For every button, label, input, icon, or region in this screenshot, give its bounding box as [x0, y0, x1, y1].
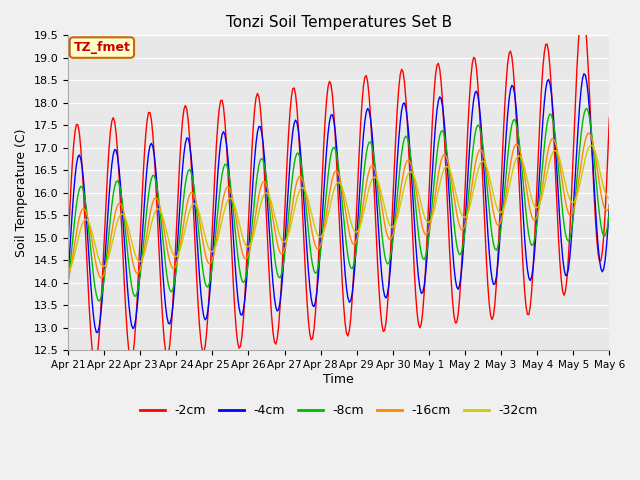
X-axis label: Time: Time — [323, 372, 354, 385]
Text: TZ_fmet: TZ_fmet — [74, 41, 131, 54]
Y-axis label: Soil Temperature (C): Soil Temperature (C) — [15, 129, 28, 257]
Title: Tonzi Soil Temperatures Set B: Tonzi Soil Temperatures Set B — [226, 15, 452, 30]
Legend: -2cm, -4cm, -8cm, -16cm, -32cm: -2cm, -4cm, -8cm, -16cm, -32cm — [134, 399, 543, 422]
